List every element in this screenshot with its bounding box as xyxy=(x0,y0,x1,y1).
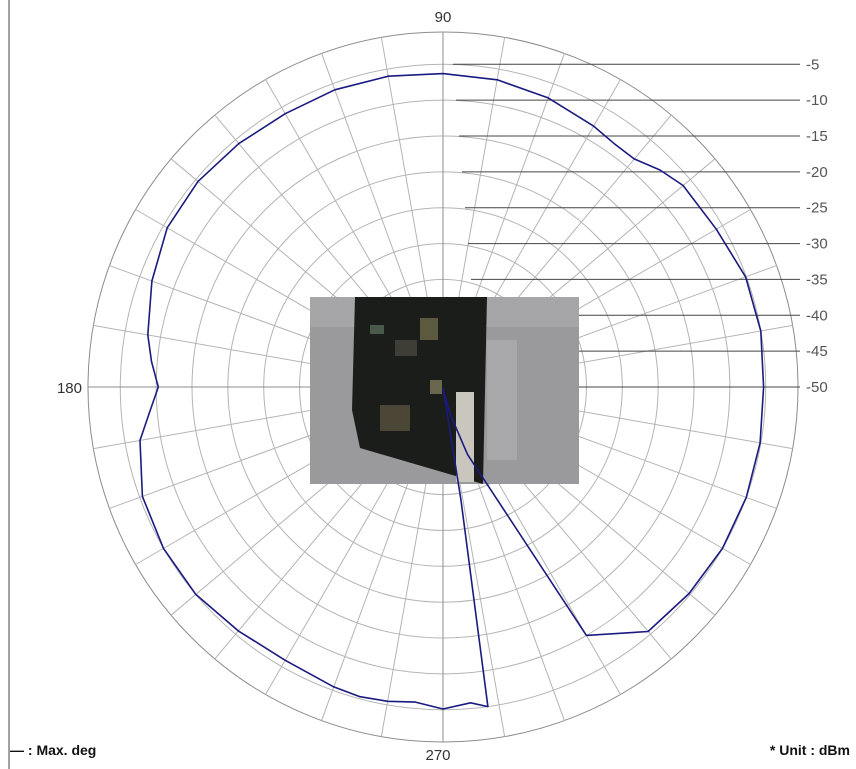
radial-tick-label: -25 xyxy=(806,200,828,217)
radial-tick-label: -5 xyxy=(806,56,819,73)
radial-tick-label: -15 xyxy=(806,128,828,145)
board-component xyxy=(430,380,442,394)
radial-tick-label: -20 xyxy=(806,164,828,181)
board-component xyxy=(395,340,417,356)
angle-label: 270 xyxy=(425,747,450,764)
angle-label: 180 xyxy=(57,380,82,397)
unit-note: * Unit : dBm xyxy=(769,742,850,758)
legend-text: — : Max. deg xyxy=(10,742,97,758)
board-component xyxy=(370,325,384,334)
board-shadow xyxy=(487,340,517,460)
radial-tick-label: -50 xyxy=(806,379,828,396)
angle-labels: 90 180 270 xyxy=(57,9,451,764)
angle-label: 90 xyxy=(435,9,452,26)
radial-tick-label: -40 xyxy=(806,307,828,324)
radial-tick-label: -45 xyxy=(806,343,828,360)
radial-tick-label: -30 xyxy=(806,236,828,253)
board-component xyxy=(420,318,438,340)
board-connector xyxy=(456,392,474,482)
radial-tick-label: -10 xyxy=(806,92,828,109)
radial-tick-labels: -5 -10 -15 -20 -25 -30 -35 -40 -45 -50 xyxy=(453,56,828,396)
series-line xyxy=(139,72,765,710)
radial-tick-label: -35 xyxy=(806,271,828,288)
pattern-series xyxy=(139,72,765,710)
legend: — : Max. deg xyxy=(10,742,96,758)
circuit-board-photo xyxy=(352,297,487,484)
board-component xyxy=(380,405,410,431)
